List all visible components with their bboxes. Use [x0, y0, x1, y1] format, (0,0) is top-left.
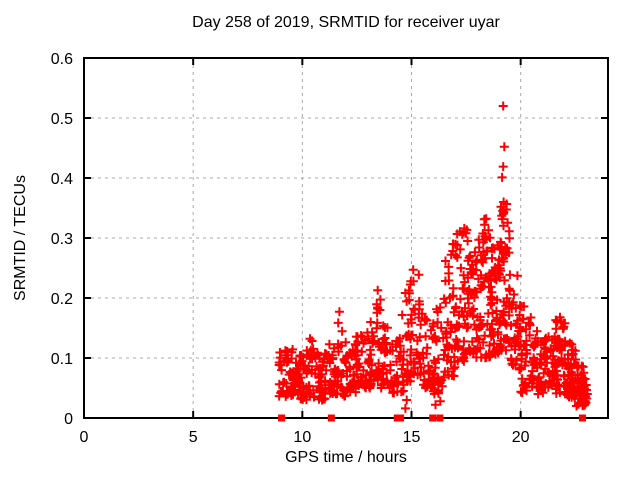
- y-tick-label: 0.4: [51, 171, 73, 188]
- x-tick-label: 0: [80, 429, 89, 446]
- y-tick-label: 0.3: [51, 231, 73, 248]
- y-tick-label: 0.1: [51, 351, 73, 368]
- baseline-square-marker: [397, 414, 405, 422]
- y-tick-label: 0.5: [51, 111, 73, 128]
- y-tick-label: 0: [64, 411, 73, 428]
- plot-border: [83, 57, 609, 419]
- y-axis-label: SRMTID / TECUs: [12, 175, 29, 301]
- x-axis-label: GPS time / hours: [285, 449, 407, 466]
- baseline-square-marker: [429, 414, 437, 422]
- scatter-points: [274, 101, 592, 413]
- baseline-markers: [278, 414, 586, 422]
- baseline-square-marker: [578, 414, 586, 422]
- baseline-square-marker: [327, 414, 335, 422]
- chart-title: Day 258 of 2019, SRMTID for receiver uya…: [192, 14, 500, 31]
- tick-labels: 0 5 10 15 20 0 0.1 0.2 0.3 0.4 0.5 0.6: [51, 51, 530, 446]
- x-tick-label: 5: [189, 429, 198, 446]
- y-tick-label: 0.2: [51, 291, 73, 308]
- baseline-square-marker: [278, 414, 286, 422]
- x-tick-label: 20: [512, 429, 530, 446]
- baseline-square-marker: [436, 414, 444, 422]
- x-tick-label: 10: [293, 429, 311, 446]
- x-tick-label: 15: [403, 429, 421, 446]
- y-tick-label: 0.6: [51, 51, 73, 68]
